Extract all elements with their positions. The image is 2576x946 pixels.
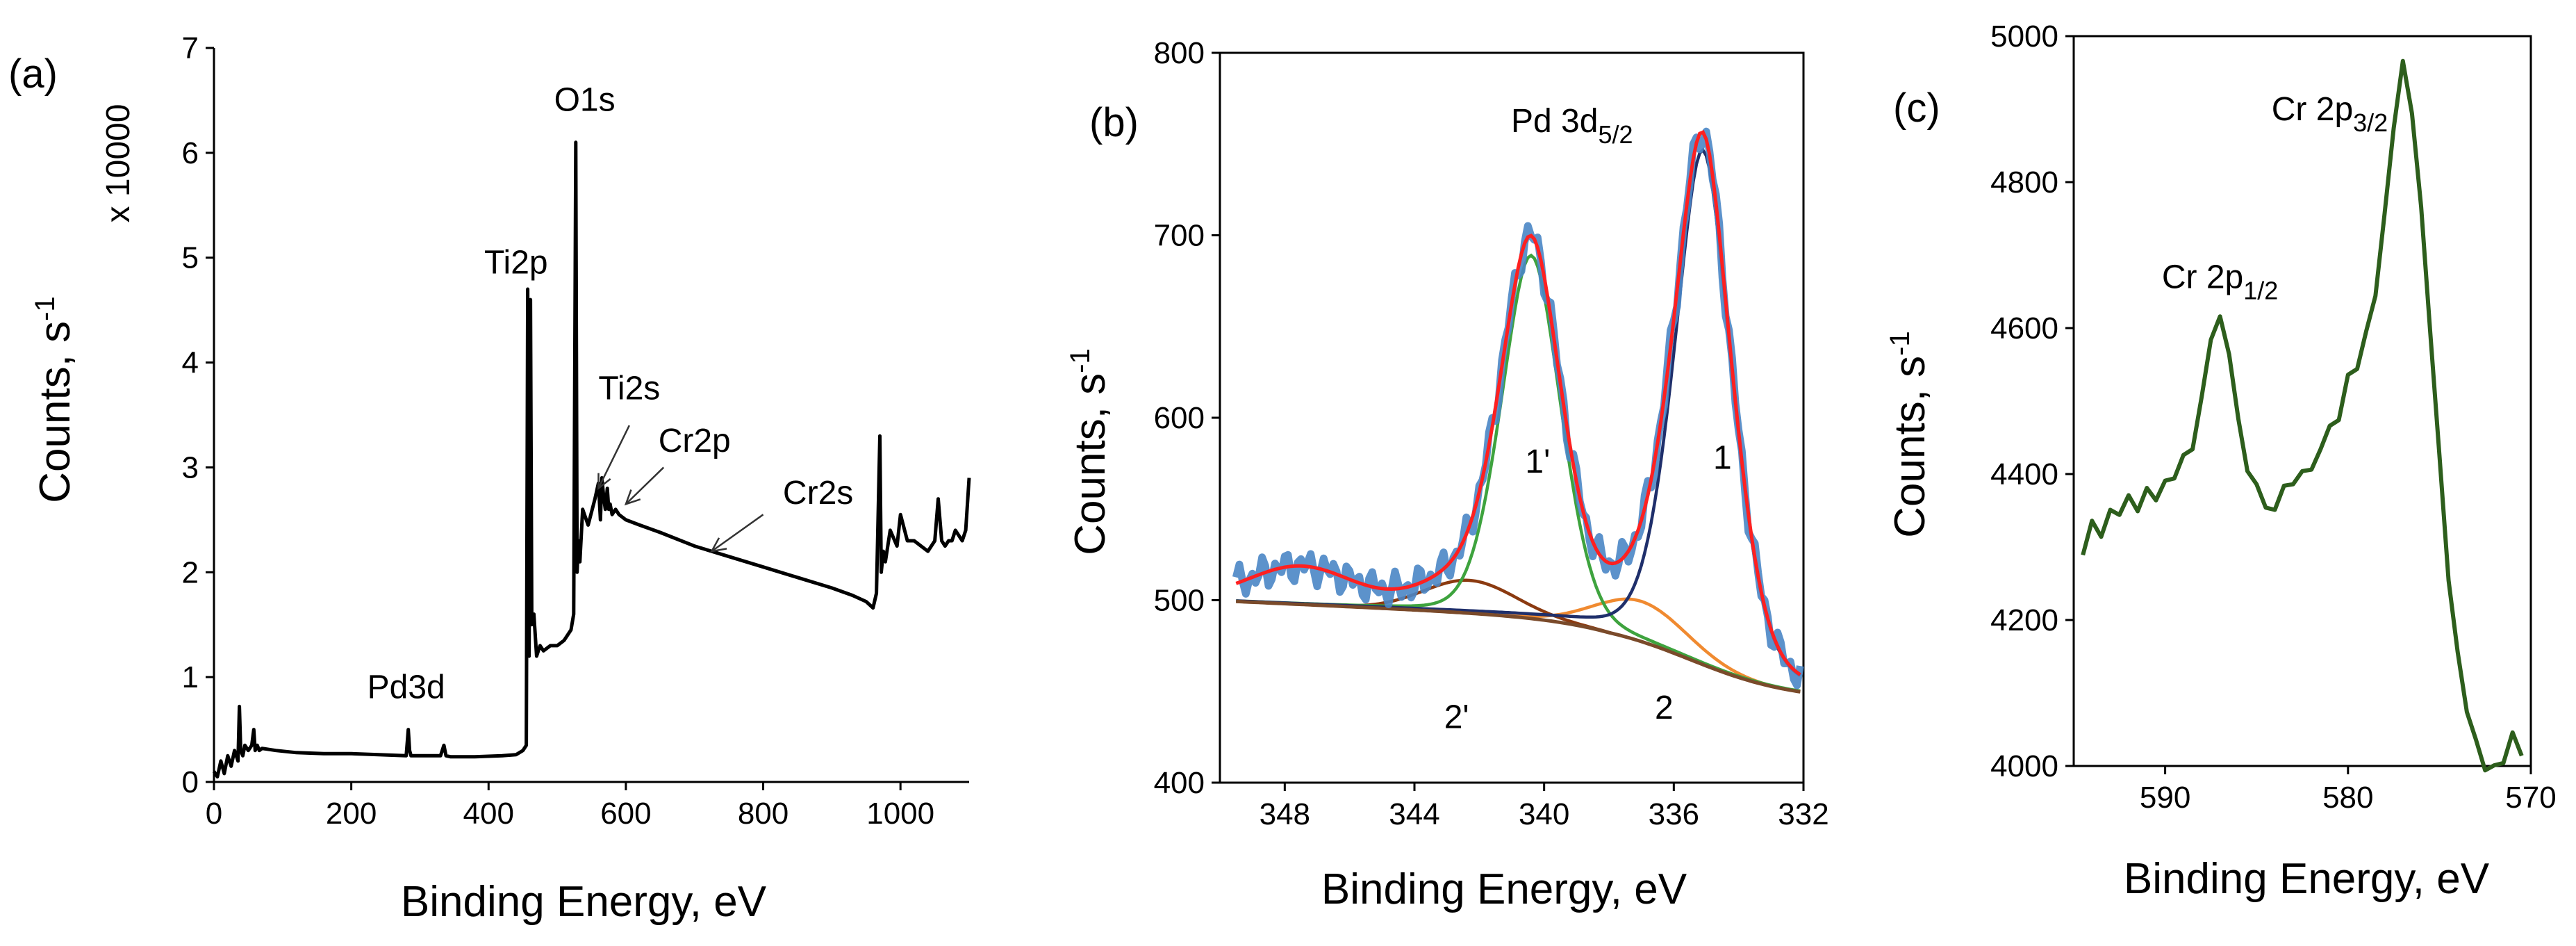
y-tick-label: 5000 <box>1990 19 2058 54</box>
peak-annotation: Cr 2p1/2 <box>2162 259 2278 304</box>
x-tick-label: 800 <box>738 797 789 831</box>
panel-b-x-axis-title: Binding Energy, eV <box>1321 865 1687 913</box>
x-tick-label: 580 <box>2322 781 2373 815</box>
annotation-main: Cr 2p <box>2162 259 2243 295</box>
panel-a-y-axis-title: Counts, s-1 <box>30 296 79 503</box>
annotation-arrow-head <box>624 489 641 506</box>
panel-b-peak-labels: 1' 1 2' 2 <box>1444 440 1732 736</box>
annotation-arrow-line <box>597 425 630 489</box>
peak-annotation: Cr2s <box>783 475 853 512</box>
panel-b-pd3d-spectrum: (b) Counts, s-1 Binding Energy, eV Pd 3d… <box>1065 36 1829 913</box>
peak-annotation: Pd3d <box>368 669 445 706</box>
panel-a-plot-area <box>212 140 971 778</box>
y-tick-label: 4600 <box>1990 311 2058 345</box>
y-tick-label: 0 <box>182 765 199 799</box>
panel-b-y-axis-title: Counts, s-1 <box>1065 348 1114 555</box>
peak-annotation: Cr2p <box>659 423 731 459</box>
peak-label: 1' <box>1525 443 1550 480</box>
x-tick-label: 200 <box>326 797 377 831</box>
panel-a-annotations: O1s Ti2p Ti2s Cr2p Cr2s Pd3d <box>368 82 854 706</box>
y-tick-label: 1 <box>182 660 199 694</box>
x-tick-label: 400 <box>463 797 514 831</box>
peak-label: 2 <box>1655 690 1674 726</box>
panel-c-annotations: Cr 2p1/2Cr 2p3/2 <box>2162 91 2388 305</box>
y-tick-label: 4800 <box>1990 165 2058 199</box>
peak-annotation: Ti2s <box>598 370 660 407</box>
y-tick-label: 4000 <box>1990 749 2058 783</box>
panel-a-label: (a) <box>8 51 58 97</box>
panel-b-title: Pd 3d5/2 <box>1511 103 1633 149</box>
y-tick-label: 4 <box>182 346 199 380</box>
annotation-sub: 1/2 <box>2243 276 2278 304</box>
panel-a-x-axis-title: Binding Energy, eV <box>401 878 767 926</box>
y-tick-label: 5 <box>182 241 199 275</box>
peak-annotation: O1s <box>554 82 616 119</box>
y-tick-label: 7 <box>182 31 199 65</box>
x-tick-label: 336 <box>1649 797 1699 831</box>
cr2p-series-line <box>2081 58 2524 773</box>
panel-b-frame <box>1219 51 1805 784</box>
peak-label: 1 <box>1713 440 1732 477</box>
x-tick-label: 332 <box>1778 797 1828 831</box>
panel-a-survey-spectrum: (a) x 10000 Counts, s-1 Binding Energy, … <box>8 31 971 926</box>
x-tick-label: 1000 <box>866 797 934 831</box>
y-tick-label: 400 <box>1154 766 1205 800</box>
panel-c-axis-ticks: 590 580 570 4000 4200 4400 4600 4800 5000 <box>1990 19 2557 815</box>
survey-series-line <box>212 140 971 778</box>
x-tick-label: 600 <box>600 797 651 831</box>
x-tick-label: 348 <box>1260 797 1310 831</box>
x-tick-label: 0 <box>206 797 222 831</box>
panel-c-cr2p-spectrum: (c) Counts, s-1 Binding Energy, eV 590 58… <box>1885 19 2557 903</box>
annotation-main: Cr 2p <box>2272 91 2353 128</box>
annotation-arrow-head <box>597 473 611 491</box>
x-tick-label: 570 <box>2505 781 2556 815</box>
x-tick-label: 344 <box>1389 797 1439 831</box>
panel-c-x-axis-title: Binding Energy, eV <box>2124 855 2490 903</box>
panel-a-axis-ticks: 0 200 400 600 800 1000 0 1 2 3 4 5 6 7 <box>182 31 969 831</box>
annotation-sub: 3/2 <box>2353 108 2388 137</box>
y-tick-label: 500 <box>1154 584 1205 618</box>
peak-label: 2' <box>1444 699 1469 735</box>
y-tick-label: 4400 <box>1990 457 2058 491</box>
panel-b-label: (b) <box>1089 100 1139 145</box>
panel-b-plot-area <box>1232 127 1804 694</box>
y-tick-label: 600 <box>1154 401 1205 435</box>
y-tick-label: 4200 <box>1990 603 2058 637</box>
peak-annotation: Cr 2p3/2 <box>2272 91 2388 137</box>
panel-c-frame <box>2072 35 2532 767</box>
panel-c-label: (c) <box>1893 85 1940 131</box>
y-tick-label: 700 <box>1154 219 1205 253</box>
x-tick-label: 590 <box>2140 781 2190 815</box>
y-tick-label: 6 <box>182 136 199 170</box>
y-tick-label: 3 <box>182 450 199 484</box>
annotation-arrow-line <box>711 514 764 553</box>
y-tick-label: 2 <box>182 555 199 589</box>
panel-c-y-axis-title: Counts, s-1 <box>1885 331 1934 537</box>
x-tick-label: 340 <box>1519 797 1569 831</box>
background-line <box>1236 599 1801 694</box>
peak-annotation: Ti2p <box>484 244 548 281</box>
annotation-arrow-line <box>625 466 665 505</box>
annotation-arrow-head <box>710 537 727 553</box>
envelope-fit-line <box>1235 130 1801 676</box>
panel-c-plot-area <box>2081 58 2524 773</box>
y-tick-label: 800 <box>1154 36 1205 70</box>
component-peak-1 <box>1236 147 1801 677</box>
component-peak-2prime <box>1236 578 1801 694</box>
panel-b-axis-ticks: 348 344 340 336 332 400 500 600 700 800 <box>1154 36 1829 831</box>
y-multiplier-label: x 10000 <box>100 104 137 223</box>
